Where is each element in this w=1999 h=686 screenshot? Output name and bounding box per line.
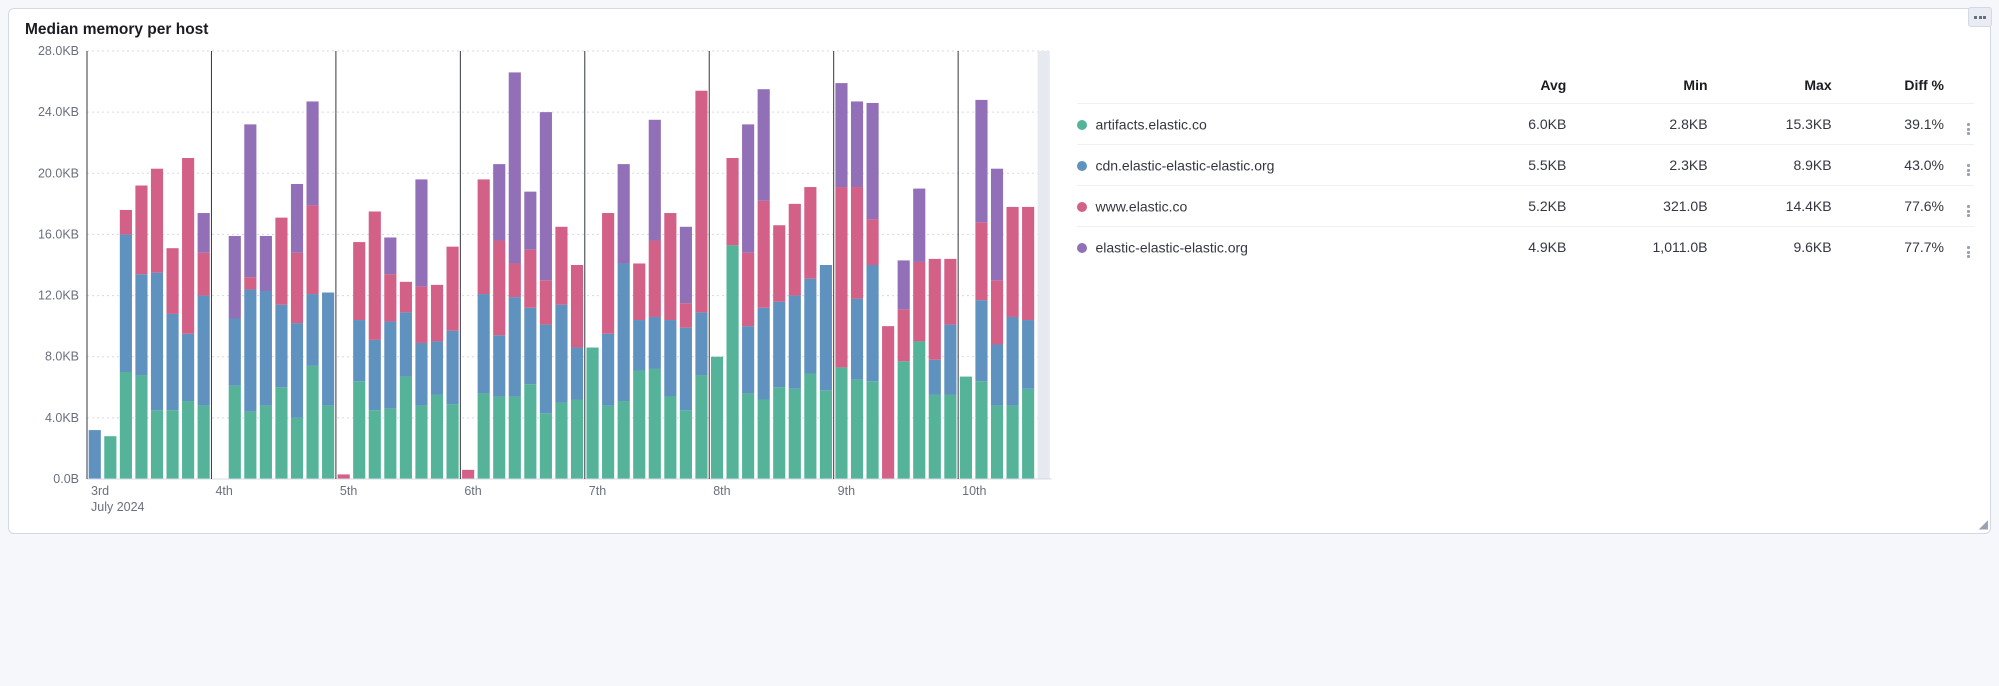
avg-cell: 6.0KB: [1467, 104, 1576, 145]
svg-text:0.0B: 0.0B: [53, 472, 79, 486]
vmenu-icon: [1967, 205, 1970, 217]
row-menu-button[interactable]: [1954, 145, 1974, 186]
row-menu-button[interactable]: [1954, 104, 1974, 145]
diff-cell: 77.7%: [1842, 227, 1954, 268]
legend-dot-icon: [1077, 161, 1087, 171]
min-cell: 2.3KB: [1576, 145, 1717, 186]
svg-text:8.0KB: 8.0KB: [45, 350, 79, 364]
table-row[interactable]: artifacts.elastic.co 6.0KB2.8KB15.3KB39.1…: [1077, 104, 1974, 145]
svg-text:16.0KB: 16.0KB: [38, 227, 79, 241]
max-cell: 15.3KB: [1718, 104, 1842, 145]
host-cell: elastic-elastic-elastic.org: [1077, 227, 1466, 268]
svg-text:12.0KB: 12.0KB: [38, 289, 79, 303]
svg-text:28.0KB: 28.0KB: [38, 45, 79, 58]
diff-cell: 39.1%: [1842, 104, 1954, 145]
avg-cell: 5.2KB: [1467, 186, 1576, 227]
max-cell: 8.9KB: [1718, 145, 1842, 186]
host-name: elastic-elastic-elastic.org: [1095, 240, 1248, 256]
avg-cell: 4.9KB: [1467, 227, 1576, 268]
svg-text:6th: 6th: [464, 484, 481, 498]
max-cell: 9.6KB: [1718, 227, 1842, 268]
host-cell: artifacts.elastic.co: [1077, 104, 1466, 145]
min-cell: 1,011.0B: [1576, 227, 1717, 268]
svg-text:5th: 5th: [340, 484, 357, 498]
vmenu-icon: [1967, 123, 1970, 135]
memory-panel: ◢ Median memory per host 0.0B 4.0KB 8.0KB 1…: [8, 8, 1991, 534]
svg-text:3rd: 3rd: [91, 484, 109, 498]
legend-dot-icon: [1077, 243, 1087, 253]
min-cell: 2.8KB: [1576, 104, 1717, 145]
resize-handle-icon[interactable]: ◢: [1979, 517, 1988, 531]
menu-icon: [1974, 16, 1986, 19]
legend-dot-icon: [1077, 120, 1087, 130]
host-cell: cdn.elastic-elastic-elastic.org: [1077, 145, 1466, 186]
max-cell: 14.4KB: [1718, 186, 1842, 227]
table-row[interactable]: elastic-elastic-elastic.org 4.9KB1,011.0B…: [1077, 227, 1974, 268]
panel-content: 0.0B 4.0KB 8.0KB 12.0KB 16.0KB 20.0KB 24.0KB 28…: [25, 45, 1974, 521]
svg-text:4.0KB: 4.0KB: [45, 411, 79, 425]
chart-area: 0.0B 4.0KB 8.0KB 12.0KB 16.0KB 20.0KB 24.0KB 28…: [25, 45, 1057, 521]
col-min[interactable]: Min: [1576, 69, 1717, 104]
host-name: www.elastic.co: [1095, 199, 1187, 215]
svg-text:10th: 10th: [962, 484, 986, 498]
svg-text:4th: 4th: [215, 484, 232, 498]
col-host: [1077, 69, 1466, 104]
host-cell: www.elastic.co: [1077, 186, 1466, 227]
legend-table-area: Avg Min Max Diff % artifacts.elastic.co 6…: [1077, 45, 1974, 521]
table-row[interactable]: www.elastic.co 5.2KB321.0B14.4KB77.6%: [1077, 186, 1974, 227]
svg-text:20.0KB: 20.0KB: [38, 166, 79, 180]
col-avg[interactable]: Avg: [1467, 69, 1576, 104]
stacked-bar-chart: 0.0B 4.0KB 8.0KB 12.0KB 16.0KB 20.0KB 24.0KB 28…: [25, 45, 1057, 521]
svg-text:24.0KB: 24.0KB: [38, 105, 79, 119]
vmenu-icon: [1967, 164, 1970, 176]
row-menu-button[interactable]: [1954, 186, 1974, 227]
panel-title: Median memory per host: [25, 21, 1974, 39]
host-name: artifacts.elastic.co: [1095, 117, 1206, 133]
col-menu: [1954, 69, 1974, 104]
legend-table: Avg Min Max Diff % artifacts.elastic.co 6…: [1077, 69, 1974, 267]
col-diff[interactable]: Diff %: [1842, 69, 1954, 104]
row-menu-button[interactable]: [1954, 227, 1974, 268]
col-max[interactable]: Max: [1718, 69, 1842, 104]
svg-text:8th: 8th: [713, 484, 730, 498]
svg-text:July 2024: July 2024: [91, 500, 145, 514]
avg-cell: 5.5KB: [1467, 145, 1576, 186]
host-name: cdn.elastic-elastic-elastic.org: [1095, 158, 1274, 174]
table-row[interactable]: cdn.elastic-elastic-elastic.org 5.5KB2.3K…: [1077, 145, 1974, 186]
diff-cell: 43.0%: [1842, 145, 1954, 186]
diff-cell: 77.6%: [1842, 186, 1954, 227]
min-cell: 321.0B: [1576, 186, 1717, 227]
panel-menu-button[interactable]: [1968, 7, 1992, 27]
legend-dot-icon: [1077, 202, 1087, 212]
svg-text:9th: 9th: [838, 484, 855, 498]
vmenu-icon: [1967, 246, 1970, 258]
svg-text:7th: 7th: [589, 484, 606, 498]
